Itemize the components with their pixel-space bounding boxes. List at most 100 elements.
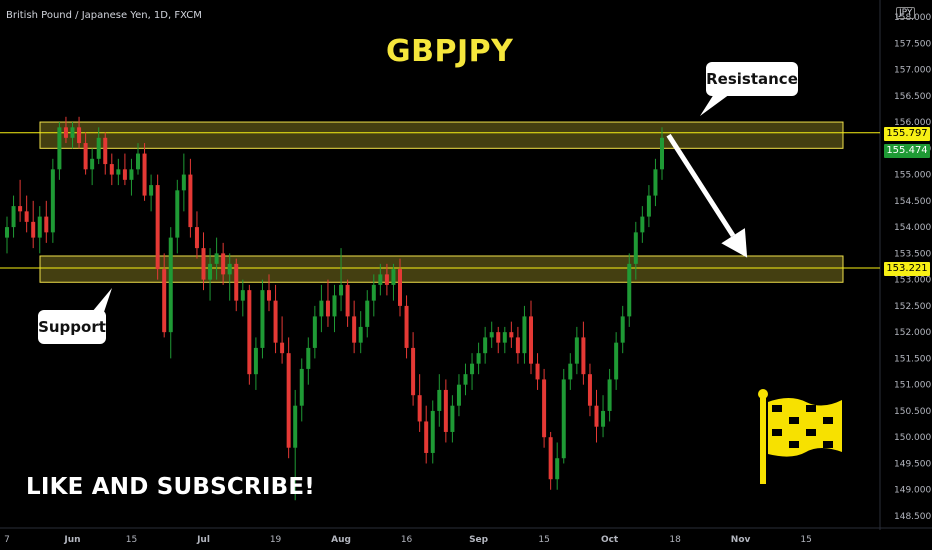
candle xyxy=(384,274,389,285)
candle xyxy=(253,347,258,375)
candle xyxy=(371,284,376,301)
candle xyxy=(417,395,422,422)
candle xyxy=(568,363,573,380)
candle xyxy=(168,237,173,333)
candle xyxy=(496,332,501,343)
candle xyxy=(332,295,337,317)
candle xyxy=(581,337,586,375)
candle xyxy=(50,169,55,233)
candle xyxy=(188,174,193,228)
checkered-flag-icon xyxy=(758,389,842,484)
arrow-head xyxy=(721,228,748,258)
candle xyxy=(653,169,658,196)
candle xyxy=(424,421,429,453)
support-zone xyxy=(39,255,844,283)
candle xyxy=(476,353,481,364)
candle xyxy=(574,337,579,364)
candle xyxy=(240,290,245,301)
candle xyxy=(260,290,265,348)
candle xyxy=(214,253,219,264)
y-tick-label: 148.500 xyxy=(894,512,931,522)
candle xyxy=(646,195,651,217)
candle xyxy=(162,269,167,333)
x-tick-label: 15 xyxy=(538,535,549,545)
x-tick-label: 15 xyxy=(800,535,811,545)
candle xyxy=(404,305,409,348)
resistance-callout-pointer xyxy=(700,94,730,116)
candle xyxy=(208,263,213,280)
candle xyxy=(286,353,291,448)
x-tick-label: Jun xyxy=(63,535,80,545)
currency-badge[interactable]: JPY xyxy=(896,7,916,19)
y-tick-label: 154.500 xyxy=(894,197,931,207)
y-tick-label: 157.500 xyxy=(894,39,931,49)
candle xyxy=(149,185,154,196)
candle xyxy=(594,405,599,427)
candle xyxy=(509,332,514,338)
candle xyxy=(103,137,108,165)
candle xyxy=(456,384,461,406)
y-tick-label: 158.000 xyxy=(894,13,931,23)
resistance-callout: Resistance xyxy=(706,62,798,96)
candle xyxy=(470,363,475,375)
candle xyxy=(18,206,23,212)
candle xyxy=(201,248,206,280)
candle xyxy=(502,332,507,343)
candle xyxy=(44,216,49,233)
symbol-title: GBPJPY xyxy=(386,34,514,69)
candle xyxy=(620,316,625,343)
candle xyxy=(463,374,468,385)
x-tick-label: Sep xyxy=(469,535,489,545)
candle xyxy=(70,127,75,138)
candle xyxy=(194,227,199,249)
candle xyxy=(129,169,134,180)
y-tick-label: 157.000 xyxy=(894,66,931,76)
candle xyxy=(136,153,140,170)
support-callout-pointer xyxy=(92,288,112,312)
resistance-price-tag: 155.797 xyxy=(884,127,930,141)
candle xyxy=(122,169,127,180)
candle xyxy=(155,185,160,270)
candle xyxy=(267,290,271,301)
candle xyxy=(181,174,186,191)
candle xyxy=(398,269,402,306)
candle xyxy=(607,379,612,411)
x-tick-label: 15 xyxy=(126,535,137,545)
candle xyxy=(221,253,226,275)
resistance-zone xyxy=(39,121,844,149)
y-tick-label: 150.000 xyxy=(894,433,931,443)
x-tick-label: 18 xyxy=(669,535,681,545)
candle xyxy=(627,263,632,317)
candle xyxy=(339,284,344,296)
candle xyxy=(633,232,638,264)
candle xyxy=(352,316,357,343)
y-tick-label: 154.000 xyxy=(894,223,931,233)
candle xyxy=(57,127,62,170)
candle xyxy=(24,211,29,222)
candle xyxy=(548,437,553,480)
y-tick-label: 156.000 xyxy=(894,118,931,128)
candle xyxy=(529,316,533,364)
candle xyxy=(299,368,304,406)
candle xyxy=(640,216,645,233)
y-tick-label: 156.500 xyxy=(894,92,931,102)
candle xyxy=(31,221,36,238)
candle xyxy=(63,127,68,138)
candle xyxy=(312,316,317,348)
candle xyxy=(5,227,9,238)
candle xyxy=(450,405,455,432)
candle xyxy=(515,337,520,354)
candle xyxy=(142,153,147,196)
candle xyxy=(365,300,370,327)
like-subscribe-text: LIKE AND SUBSCRIBE! xyxy=(26,474,315,500)
candle xyxy=(522,316,527,354)
candle xyxy=(319,300,324,317)
candle xyxy=(96,137,101,159)
candle xyxy=(601,410,606,427)
candle xyxy=(116,169,121,175)
candle xyxy=(90,158,95,170)
candle xyxy=(614,342,619,380)
down-arrow-icon xyxy=(666,133,736,238)
candle xyxy=(83,143,88,170)
